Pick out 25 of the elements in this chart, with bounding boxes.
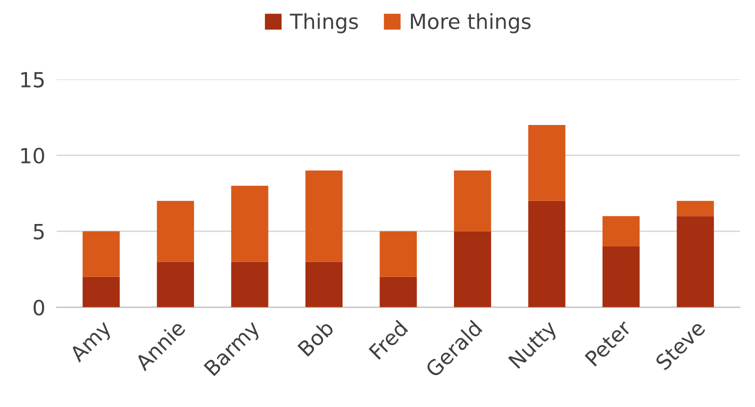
y-tick-label: 10	[21, 148, 44, 164]
bar	[528, 200, 566, 308]
legend-label: Things	[290, 13, 358, 34]
bar	[380, 231, 417, 277]
y-tick-label: 15	[21, 72, 44, 88]
bar	[156, 262, 194, 308]
bar	[156, 200, 194, 262]
bar	[82, 276, 120, 308]
bar	[231, 262, 268, 308]
bar	[82, 231, 120, 277]
bar	[602, 246, 640, 308]
legend-label: More things	[410, 13, 531, 34]
bar	[305, 262, 343, 308]
bar	[380, 276, 417, 308]
bar	[676, 216, 714, 308]
bar	[454, 170, 492, 232]
bar	[528, 124, 566, 201]
bar	[305, 170, 343, 262]
bar	[602, 216, 640, 247]
x-tick-label: Bob	[296, 319, 335, 357]
bar	[231, 186, 268, 262]
bar	[676, 200, 714, 216]
bar	[454, 231, 492, 308]
y-tick-label: 5	[34, 224, 44, 240]
y-tick-label: 0	[34, 300, 44, 316]
